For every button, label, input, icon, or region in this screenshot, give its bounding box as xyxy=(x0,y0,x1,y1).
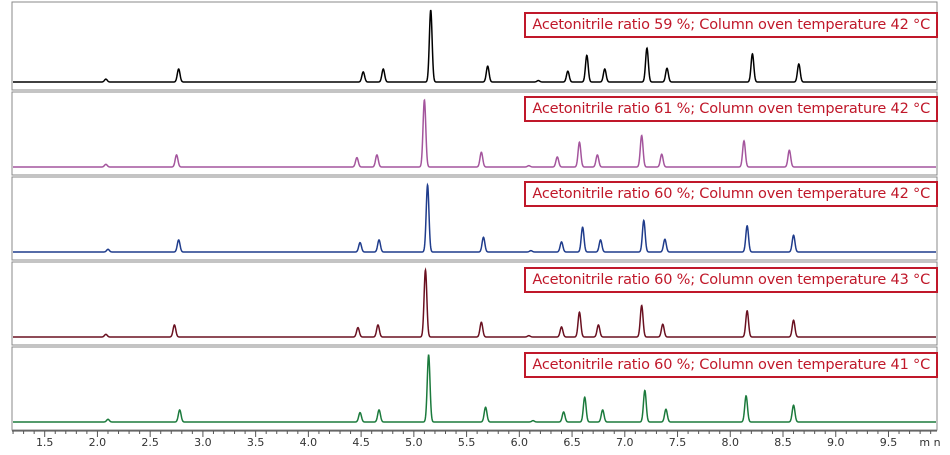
x-tick-label: 9.0 xyxy=(827,436,845,449)
x-tick-label: 4.0 xyxy=(300,436,318,449)
x-tick-label: 2.0 xyxy=(89,436,107,449)
series-label-2: Acetonitrile ratio 61 %; Column oven tem… xyxy=(524,96,938,122)
x-tick-label: 8.0 xyxy=(722,436,740,449)
x-tick-label: 8.5 xyxy=(774,436,792,449)
series-label-3: Acetonitrile ratio 60 %; Column oven tem… xyxy=(524,181,938,207)
panel-frame-1 xyxy=(11,1,938,91)
series-trace-5 xyxy=(13,354,936,423)
series-label-1: Acetonitrile ratio 59 %; Column oven tem… xyxy=(524,12,938,38)
series-trace-3 xyxy=(13,182,936,253)
x-tick-label: 3.0 xyxy=(194,436,212,449)
x-tick-label: 1.5 xyxy=(36,436,54,449)
panel-frame-3 xyxy=(11,176,938,261)
x-tick-label: 9.5 xyxy=(880,436,898,449)
x-tick-label: 3.5 xyxy=(247,436,265,449)
x-tick-label: 7.0 xyxy=(616,436,634,449)
series-trace-4 xyxy=(13,267,936,338)
panel-frame-4 xyxy=(11,261,938,346)
series-trace-1 xyxy=(13,9,936,83)
x-tick-label: 5.5 xyxy=(458,436,476,449)
series-label-5: Acetonitrile ratio 60 %; Column oven tem… xyxy=(524,352,938,378)
x-tick-label: 2.5 xyxy=(141,436,159,449)
x-tick-label: 6.5 xyxy=(563,436,581,449)
x-tick-label: 4.5 xyxy=(352,436,370,449)
x-tick-label: 6.0 xyxy=(511,436,529,449)
x-tick-label: 7.5 xyxy=(669,436,687,449)
series-label-4: Acetonitrile ratio 60 %; Column oven tem… xyxy=(524,267,938,293)
panel-frame-2 xyxy=(11,91,938,176)
series-trace-2 xyxy=(13,98,936,168)
x-tick-label: 5.0 xyxy=(405,436,423,449)
x-axis-unit: m n xyxy=(919,436,940,449)
panel-frame-5 xyxy=(11,346,938,431)
